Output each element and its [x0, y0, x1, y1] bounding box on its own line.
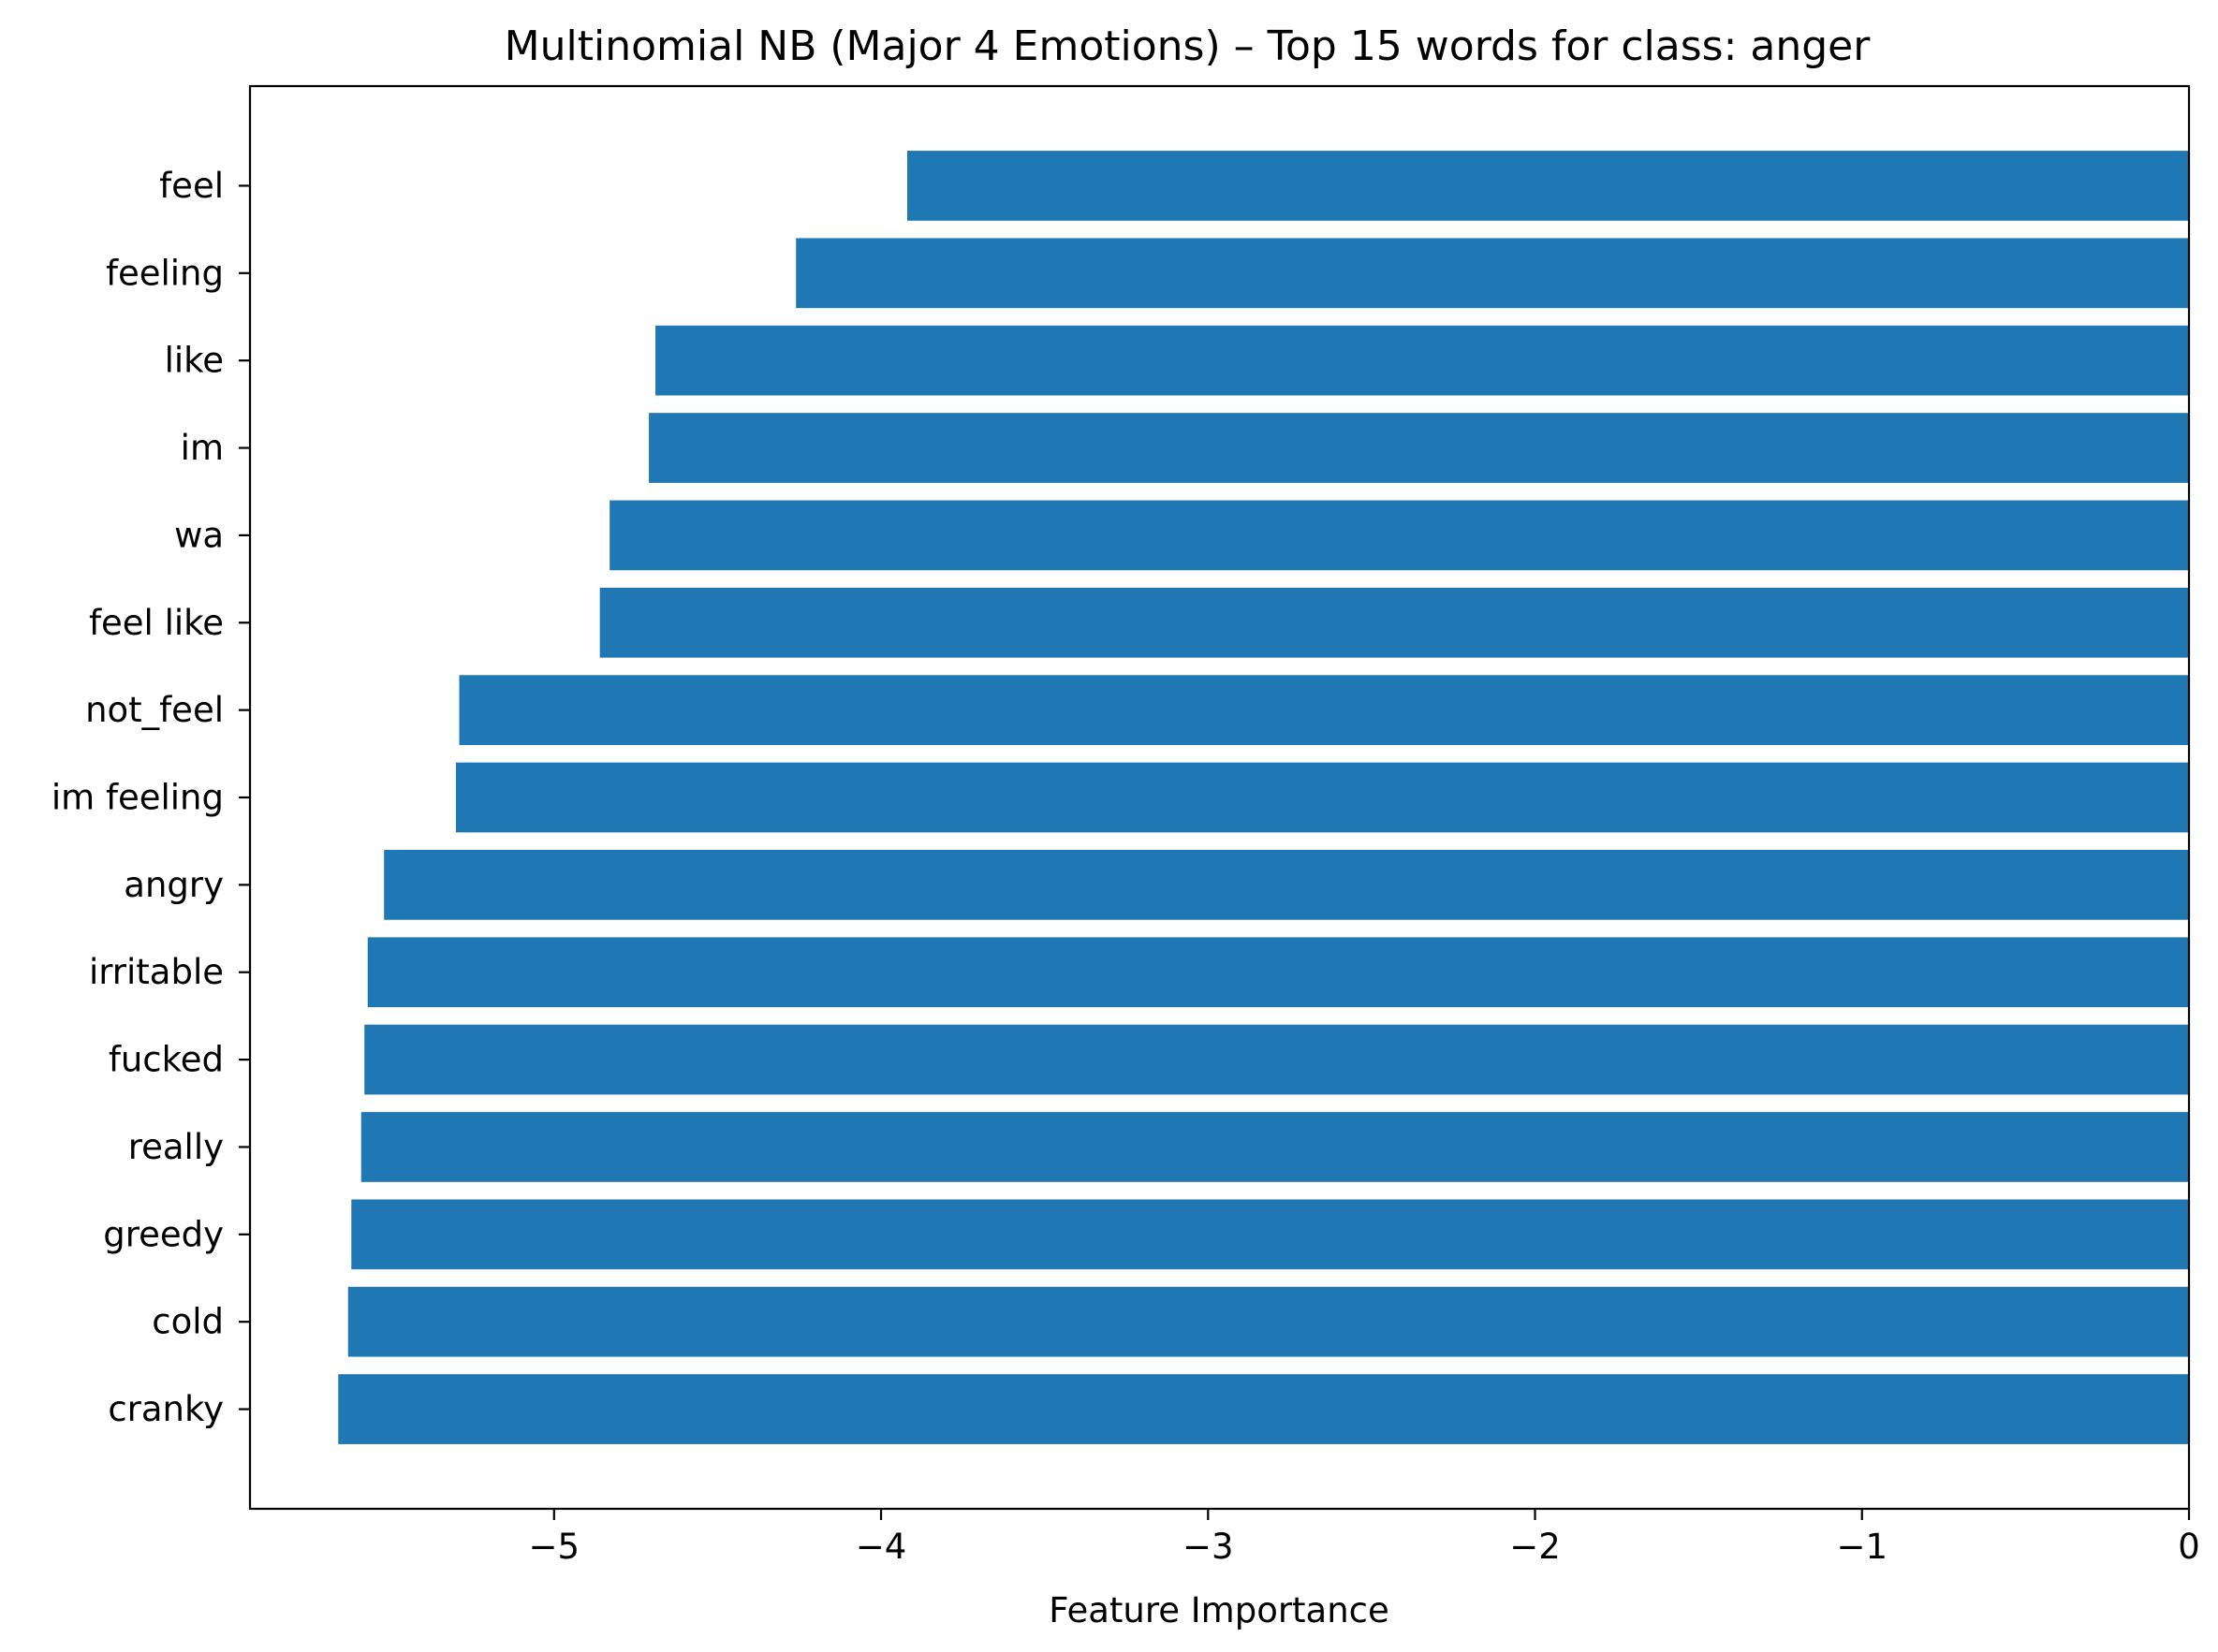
- bars-layer: [338, 151, 2190, 1444]
- bar-greedy: [351, 1199, 2189, 1270]
- bar-angry: [384, 850, 2190, 920]
- y-tick-label: wa: [174, 515, 224, 555]
- bar-im: [649, 413, 2189, 483]
- bar-cranky: [338, 1374, 2189, 1444]
- y-tick-label: irritable: [89, 952, 224, 992]
- bar-wa: [610, 500, 2189, 571]
- y-tick-label: feel like: [89, 603, 224, 643]
- bar-like: [655, 325, 2189, 396]
- bar-feel: [906, 151, 2189, 221]
- x-tick-label: −1: [1836, 1527, 1888, 1567]
- y-tick-label: not_feel: [85, 690, 224, 730]
- x-axis-label: Feature Importance: [1049, 1590, 1389, 1630]
- bar-feel-like: [599, 587, 2190, 658]
- y-tick-label: cranky: [108, 1389, 224, 1429]
- y-tick-label: angry: [124, 865, 224, 905]
- y-tick-label: feeling: [106, 253, 224, 293]
- bar-cold: [347, 1286, 2189, 1357]
- y-tick-label: greedy: [103, 1214, 224, 1254]
- x-axis: −5 −4 −3 −2 −1 0: [529, 1509, 2200, 1567]
- bar-irritable: [367, 937, 2189, 1008]
- bar-not-feel: [459, 675, 2189, 745]
- x-tick-label: 0: [2178, 1527, 2200, 1567]
- y-tick-label: feel: [159, 166, 224, 206]
- x-tick-label: −5: [529, 1527, 580, 1567]
- y-tick-label: im feeling: [51, 778, 224, 818]
- bar-fucked: [364, 1024, 2190, 1095]
- bar-really: [360, 1112, 2190, 1182]
- x-tick-label: −2: [1509, 1527, 1561, 1567]
- chart-title: Multinomial NB (Major 4 Emotions) – Top …: [505, 22, 1872, 70]
- x-tick-label: −3: [1182, 1527, 1234, 1567]
- x-tick-label: −4: [856, 1527, 907, 1567]
- y-tick-label: im: [181, 428, 224, 468]
- y-tick-label: like: [165, 341, 224, 381]
- y-tick-label: really: [128, 1127, 224, 1167]
- bar-feeling: [796, 238, 2190, 309]
- y-tick-label: cold: [152, 1302, 224, 1342]
- y-tick-label: fucked: [109, 1040, 224, 1080]
- bar-im-feeling: [456, 762, 2189, 833]
